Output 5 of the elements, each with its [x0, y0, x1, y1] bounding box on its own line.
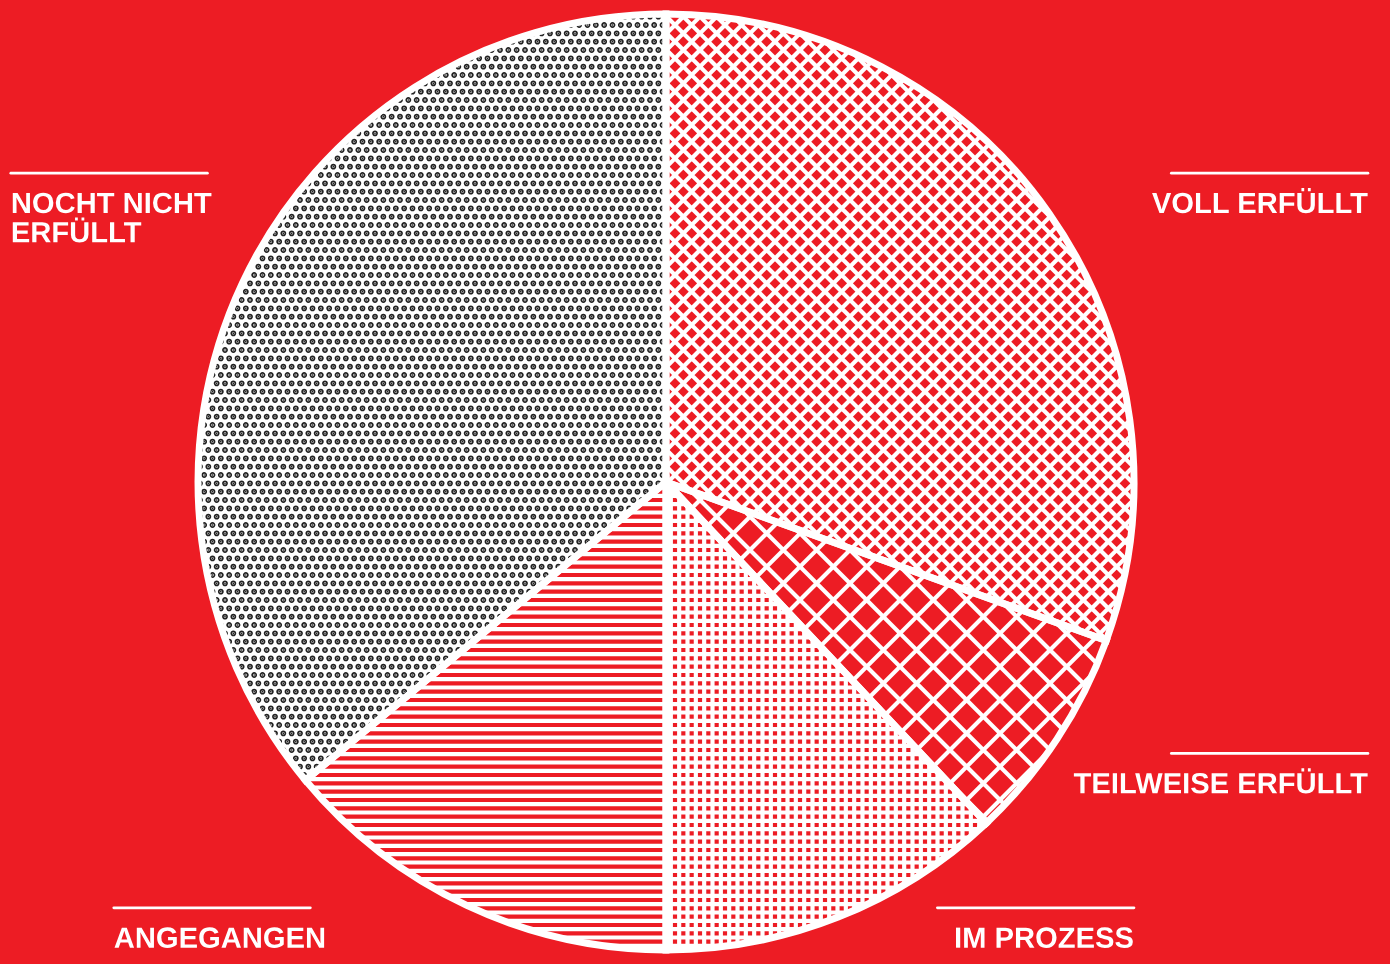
slice-label: VOLL ERFÜLLT [1152, 188, 1368, 214]
slice-label: IM PROZESS [956, 927, 1133, 948]
slice-label: NOCHT NICHT ERFÜLLT [12, 192, 212, 243]
slice-label: ANGEGANGEN [114, 927, 325, 948]
slice-label: TEILWEISE ERFÜLLT [1073, 768, 1368, 794]
